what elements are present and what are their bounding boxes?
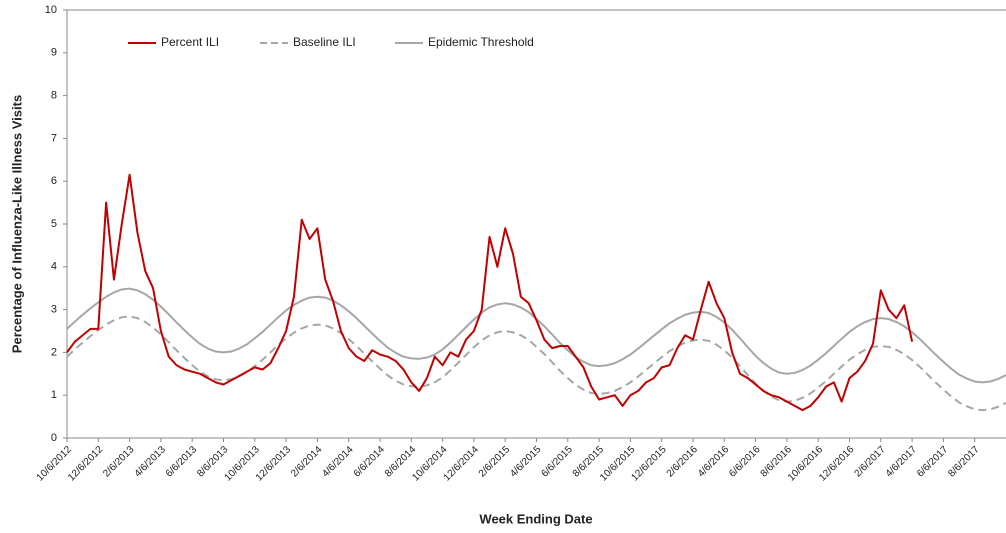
x-tick-label: 12/6/2015 bbox=[629, 444, 669, 484]
y-tick-label: 2 bbox=[51, 346, 57, 358]
y-tick-label: 0 bbox=[51, 432, 57, 444]
legend-label: Baseline ILI bbox=[293, 35, 356, 49]
x-tick-label: 4/6/2014 bbox=[320, 444, 356, 480]
x-tick-label: 4/6/2015 bbox=[508, 444, 544, 480]
x-tick-label: 6/6/2013 bbox=[164, 444, 200, 480]
x-tick-label: 2/6/2013 bbox=[101, 444, 137, 480]
series-line bbox=[66, 287, 1006, 384]
x-axis-title: Week Ending Date bbox=[479, 511, 592, 526]
y-tick-label: 4 bbox=[51, 261, 57, 273]
legend-label: Epidemic Threshold bbox=[428, 35, 534, 49]
y-tick-label: 7 bbox=[51, 132, 57, 144]
x-tick-label: 12/6/2016 bbox=[817, 444, 857, 484]
x-tick-label: 4/6/2013 bbox=[133, 444, 169, 480]
y-tick-label: 10 bbox=[45, 4, 57, 16]
y-tick-label: 3 bbox=[51, 304, 57, 316]
y-tick-label: 9 bbox=[51, 47, 57, 59]
y-tick-label: 6 bbox=[51, 175, 57, 187]
x-tick-label: 6/6/2016 bbox=[727, 444, 763, 480]
x-tick-label: 6/6/2014 bbox=[352, 444, 388, 480]
legend-label: Percent ILI bbox=[161, 35, 219, 49]
x-tick-label: 12/6/2014 bbox=[442, 444, 482, 484]
x-tick-label: 2/6/2017 bbox=[852, 444, 888, 480]
y-tick-label: 8 bbox=[51, 90, 57, 102]
x-tick-label: 2/6/2015 bbox=[477, 444, 513, 480]
y-axis-title: Percentage of Influenza-Like Illness Vis… bbox=[9, 95, 24, 353]
x-tick-label: 2/6/2014 bbox=[289, 444, 325, 480]
x-tick-label: 12/6/2013 bbox=[254, 444, 294, 484]
y-tick-label: 1 bbox=[51, 389, 57, 401]
x-tick-label: 4/6/2017 bbox=[884, 444, 920, 480]
x-tick-label: 4/6/2016 bbox=[696, 444, 732, 480]
series-line bbox=[66, 315, 1006, 412]
y-tick-label: 5 bbox=[51, 218, 57, 230]
x-tick-label: 12/6/2012 bbox=[66, 444, 106, 484]
x-tick-label: 6/6/2015 bbox=[539, 444, 575, 480]
x-tick-label: 6/6/2017 bbox=[915, 444, 951, 480]
x-tick-label: 8/6/2017 bbox=[946, 444, 982, 480]
series-line bbox=[66, 173, 914, 412]
x-tick-label: 2/6/2016 bbox=[665, 444, 701, 480]
